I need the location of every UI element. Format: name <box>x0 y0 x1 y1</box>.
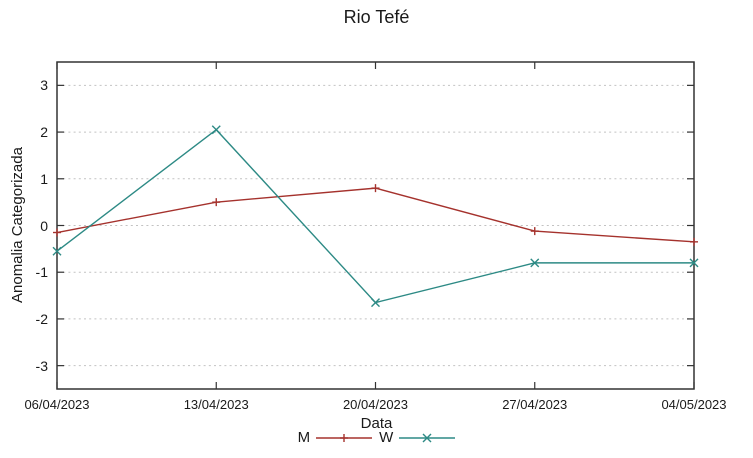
legend-sample-W <box>399 433 456 442</box>
cross-marker <box>530 258 540 268</box>
y-tick-label-2: 2 <box>40 124 48 141</box>
cross-marker <box>211 125 221 135</box>
series-line-M <box>56 187 695 243</box>
legend-sample-M <box>316 433 373 442</box>
x-tick-label-0: 06/04/2023 <box>24 397 90 412</box>
x-axis-label: Data <box>360 415 393 432</box>
cross-marker <box>52 246 62 256</box>
series-line-W <box>56 128 694 304</box>
legend-entry-M: M <box>298 429 373 446</box>
y-tick-label--3: -3 <box>35 357 48 374</box>
cross-marker <box>689 258 699 268</box>
x-tick-label-4: 04/05/2023 <box>661 397 727 412</box>
y-tick-label-0: 0 <box>40 217 48 234</box>
legend-entry-W: W <box>379 429 456 446</box>
legend-label-W: W <box>379 429 394 446</box>
cross-marker <box>422 433 432 442</box>
x-tick-label-3: 27/04/2023 <box>502 397 568 412</box>
x-tick-label-1: 13/04/2023 <box>183 397 249 412</box>
y-tick-label-1: 1 <box>40 170 48 187</box>
y-tick-label--1: -1 <box>35 264 48 281</box>
chart-title: Rio Tefé <box>343 7 410 27</box>
legend-label-M: M <box>297 429 311 446</box>
y-tick-label--2: -2 <box>35 310 48 327</box>
y-tick-label-3: 3 <box>40 77 48 94</box>
x-tick-label-2: 20/04/2023 <box>342 397 409 412</box>
cross-marker <box>371 298 380 308</box>
